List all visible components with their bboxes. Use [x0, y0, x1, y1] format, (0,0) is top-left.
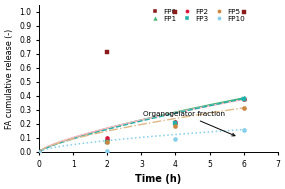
Legend: FP0, FP1, FP2, FP3, FP5, FP10: FP0, FP1, FP2, FP3, FP5, FP10 — [148, 9, 245, 22]
Y-axis label: FA cumulative release (-): FA cumulative release (-) — [5, 28, 14, 129]
X-axis label: Time (h): Time (h) — [135, 174, 182, 184]
Text: Organogelator fraction: Organogelator fraction — [143, 111, 235, 136]
